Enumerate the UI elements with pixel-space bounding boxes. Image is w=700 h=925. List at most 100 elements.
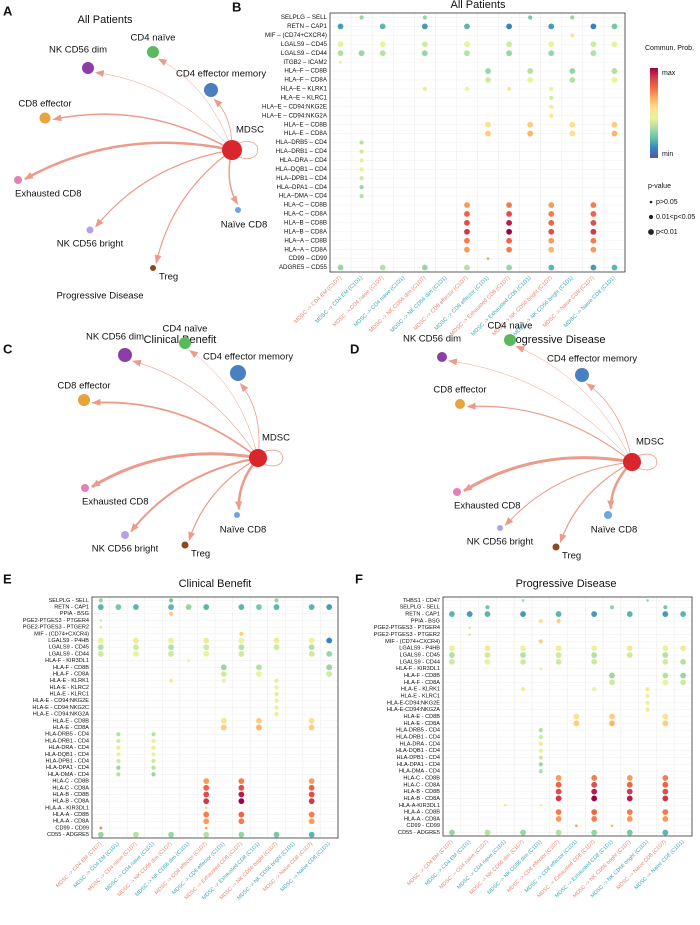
panel-letter: D (350, 341, 359, 356)
dot (590, 264, 597, 271)
panel-title: Progressive Disease (516, 578, 617, 590)
node-label: NK CD56 dim (403, 334, 461, 345)
dot (555, 781, 562, 788)
node-label: CD8 effector (433, 385, 486, 396)
node (150, 265, 156, 271)
dot (538, 762, 543, 767)
dot (626, 645, 633, 652)
dot (116, 745, 121, 750)
row-label: HLA-DMA - CD4 (48, 772, 89, 778)
node-label: Exhausted CD8 (82, 497, 149, 508)
node (230, 365, 246, 381)
dot (611, 68, 618, 74)
dot (662, 611, 669, 617)
dot (97, 831, 104, 838)
row-label: MIF - (CD74+CXCR4) (34, 631, 89, 637)
dot (256, 604, 262, 610)
pvalue-key (649, 200, 653, 204)
node (455, 399, 465, 409)
dot (359, 15, 364, 20)
node-label: NK CD56 dim (49, 45, 107, 56)
row-label: HLA–DPA1 – CD4 (277, 184, 328, 191)
row-label: CD99 - CD99 (406, 823, 440, 829)
dot (308, 784, 315, 791)
dot (538, 741, 543, 746)
dot (274, 678, 279, 683)
dot (680, 645, 687, 652)
dot (662, 672, 669, 679)
node-label: MDSC (236, 125, 264, 136)
node-label: MDSC (262, 433, 290, 444)
row-label: HLA-C - CD8B (403, 775, 440, 781)
dot (326, 664, 333, 671)
node-label: CD8 effector (57, 381, 110, 392)
row-label: PGE2-PTGES3 - PTGER2 (374, 632, 440, 638)
dot (448, 611, 455, 617)
dot (626, 652, 633, 658)
edge (91, 452, 259, 489)
dot (220, 664, 227, 671)
dot (185, 604, 192, 610)
node (14, 176, 22, 184)
dot (468, 633, 471, 636)
dot (645, 687, 650, 692)
dot (204, 826, 208, 830)
dot (538, 734, 543, 740)
row-label: HLA-C - CD8B (52, 779, 89, 785)
self-loop (238, 141, 259, 159)
edge (559, 461, 633, 544)
row-label: HLA-A - CD8B (53, 812, 89, 818)
dot (555, 611, 562, 617)
row-label: PPIA - BSG (411, 618, 440, 624)
dot (168, 651, 174, 657)
dot (238, 604, 245, 610)
row-label: HLA-DPB1 - CD4 (45, 758, 89, 764)
edges (91, 350, 284, 541)
dot (464, 23, 470, 30)
row-label: HLA-DPB1 - CD4 (396, 755, 440, 761)
dot (590, 228, 597, 235)
edge (95, 149, 233, 228)
dot (116, 732, 121, 737)
row-label: HLA-E - CD8A (53, 725, 90, 731)
dot (239, 631, 244, 636)
grid (329, 13, 626, 272)
dot (570, 33, 575, 38)
row-label: CD55 - ADGRE5 (398, 830, 440, 836)
row-label: HLA-E - CD94:NKG2C (32, 705, 89, 711)
dot (573, 713, 580, 720)
edge (504, 461, 633, 527)
dot (538, 755, 543, 760)
dot (326, 604, 333, 610)
row-label: HLA-E - CD8A (404, 721, 441, 727)
row-label: HLA-E - CD94:NKG2E (33, 698, 90, 704)
dot (221, 678, 226, 683)
row-label: HLA–A – CD8B (284, 237, 327, 244)
node-label: Exhausted CD8 (15, 189, 82, 200)
dot (609, 720, 615, 727)
edge (466, 402, 633, 463)
row-label: LGALS9 - P4HB (48, 638, 89, 644)
self-loop (638, 453, 658, 471)
dot (506, 41, 513, 48)
dot (256, 664, 262, 671)
dot (662, 788, 669, 795)
pvalue-key (648, 214, 654, 220)
row-label: HLA-DQB1 - CD4 (396, 748, 440, 754)
dot (503, 803, 507, 807)
row-label: HLA–E – CD94:NKG2A (262, 112, 328, 119)
dot (203, 798, 210, 805)
edge (189, 350, 259, 459)
dot (485, 605, 490, 610)
dot (337, 50, 344, 57)
dot (238, 831, 245, 838)
node (552, 543, 560, 551)
dot (203, 637, 210, 644)
row-label: HLA-E - CD8B (53, 718, 90, 724)
dot (520, 658, 526, 665)
dot (274, 598, 279, 603)
dot (238, 798, 245, 805)
row-label: HLA-DRA - CD4 (400, 741, 440, 747)
dot (662, 645, 669, 652)
